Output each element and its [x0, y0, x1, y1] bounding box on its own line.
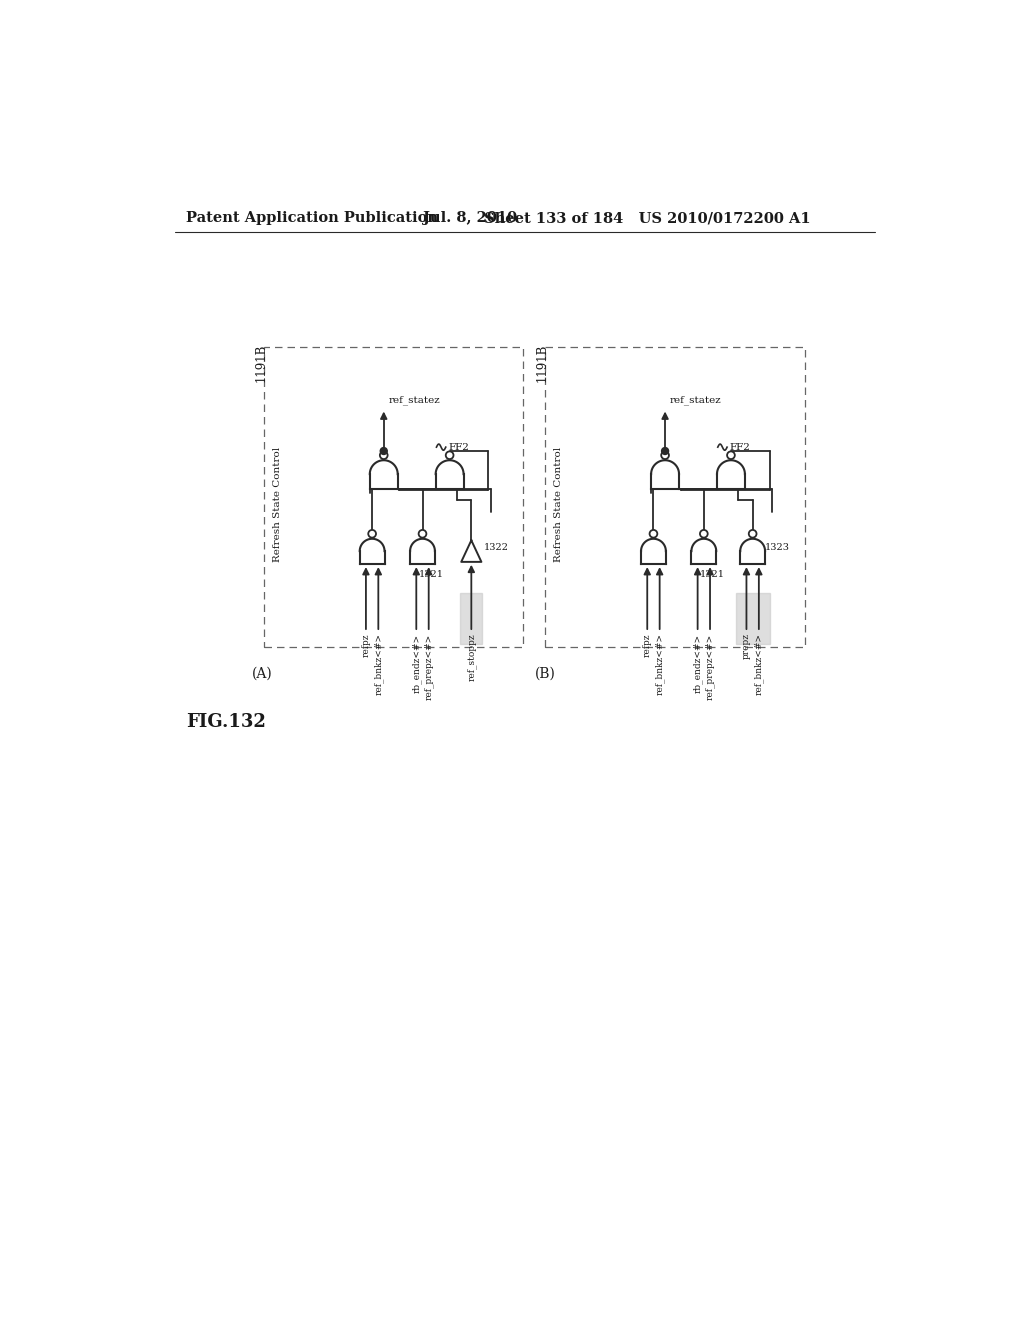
Text: (A): (A) — [252, 667, 272, 681]
Text: refpz: refpz — [361, 634, 371, 657]
Text: ref_bnkz<#>: ref_bnkz<#> — [654, 634, 665, 696]
Text: Jul. 8, 2010: Jul. 8, 2010 — [423, 211, 517, 226]
Text: 1321: 1321 — [700, 570, 725, 579]
Circle shape — [419, 529, 426, 537]
Text: ref_statez: ref_statez — [388, 395, 440, 405]
Bar — [263, 347, 523, 647]
Text: ref_statez: ref_statez — [670, 395, 722, 405]
Bar — [735, 594, 770, 644]
Text: FF2: FF2 — [729, 442, 751, 451]
Text: Sheet 133 of 184   US 2010/0172200 A1: Sheet 133 of 184 US 2010/0172200 A1 — [484, 211, 811, 226]
Text: Refresh State Control: Refresh State Control — [554, 447, 563, 562]
Circle shape — [749, 529, 757, 537]
Text: refpz: refpz — [643, 634, 651, 657]
Circle shape — [727, 451, 735, 459]
Circle shape — [445, 451, 454, 459]
Circle shape — [369, 529, 376, 537]
Text: ref_stoppz: ref_stoppz — [467, 634, 476, 681]
Bar — [545, 347, 805, 647]
Text: Refresh State Control: Refresh State Control — [273, 447, 282, 562]
Circle shape — [662, 451, 669, 459]
Circle shape — [700, 529, 708, 537]
Text: ref_prepz<#>: ref_prepz<#> — [424, 634, 433, 700]
Text: prepz: prepz — [742, 634, 751, 660]
Bar — [461, 594, 482, 644]
Circle shape — [380, 447, 387, 454]
Text: (B): (B) — [535, 667, 556, 681]
Text: ref_bnkz<#>: ref_bnkz<#> — [374, 634, 383, 696]
Text: 1191B: 1191B — [536, 343, 549, 381]
Text: 1191B: 1191B — [254, 343, 267, 381]
Text: FIG.132: FIG.132 — [186, 713, 266, 731]
Text: rb_endz<#>: rb_endz<#> — [693, 634, 702, 693]
Text: 1321: 1321 — [419, 570, 443, 579]
Text: Patent Application Publication: Patent Application Publication — [186, 211, 438, 226]
Text: ref_bnkz<#>: ref_bnkz<#> — [754, 634, 764, 696]
Text: 1323: 1323 — [765, 543, 791, 552]
Circle shape — [662, 447, 669, 454]
Text: ref_prepz<#>: ref_prepz<#> — [706, 634, 715, 700]
Text: FF2: FF2 — [449, 442, 469, 451]
Text: 1322: 1322 — [483, 543, 509, 552]
Circle shape — [380, 451, 388, 459]
Text: rb_endz<#>: rb_endz<#> — [412, 634, 421, 693]
Circle shape — [649, 529, 657, 537]
